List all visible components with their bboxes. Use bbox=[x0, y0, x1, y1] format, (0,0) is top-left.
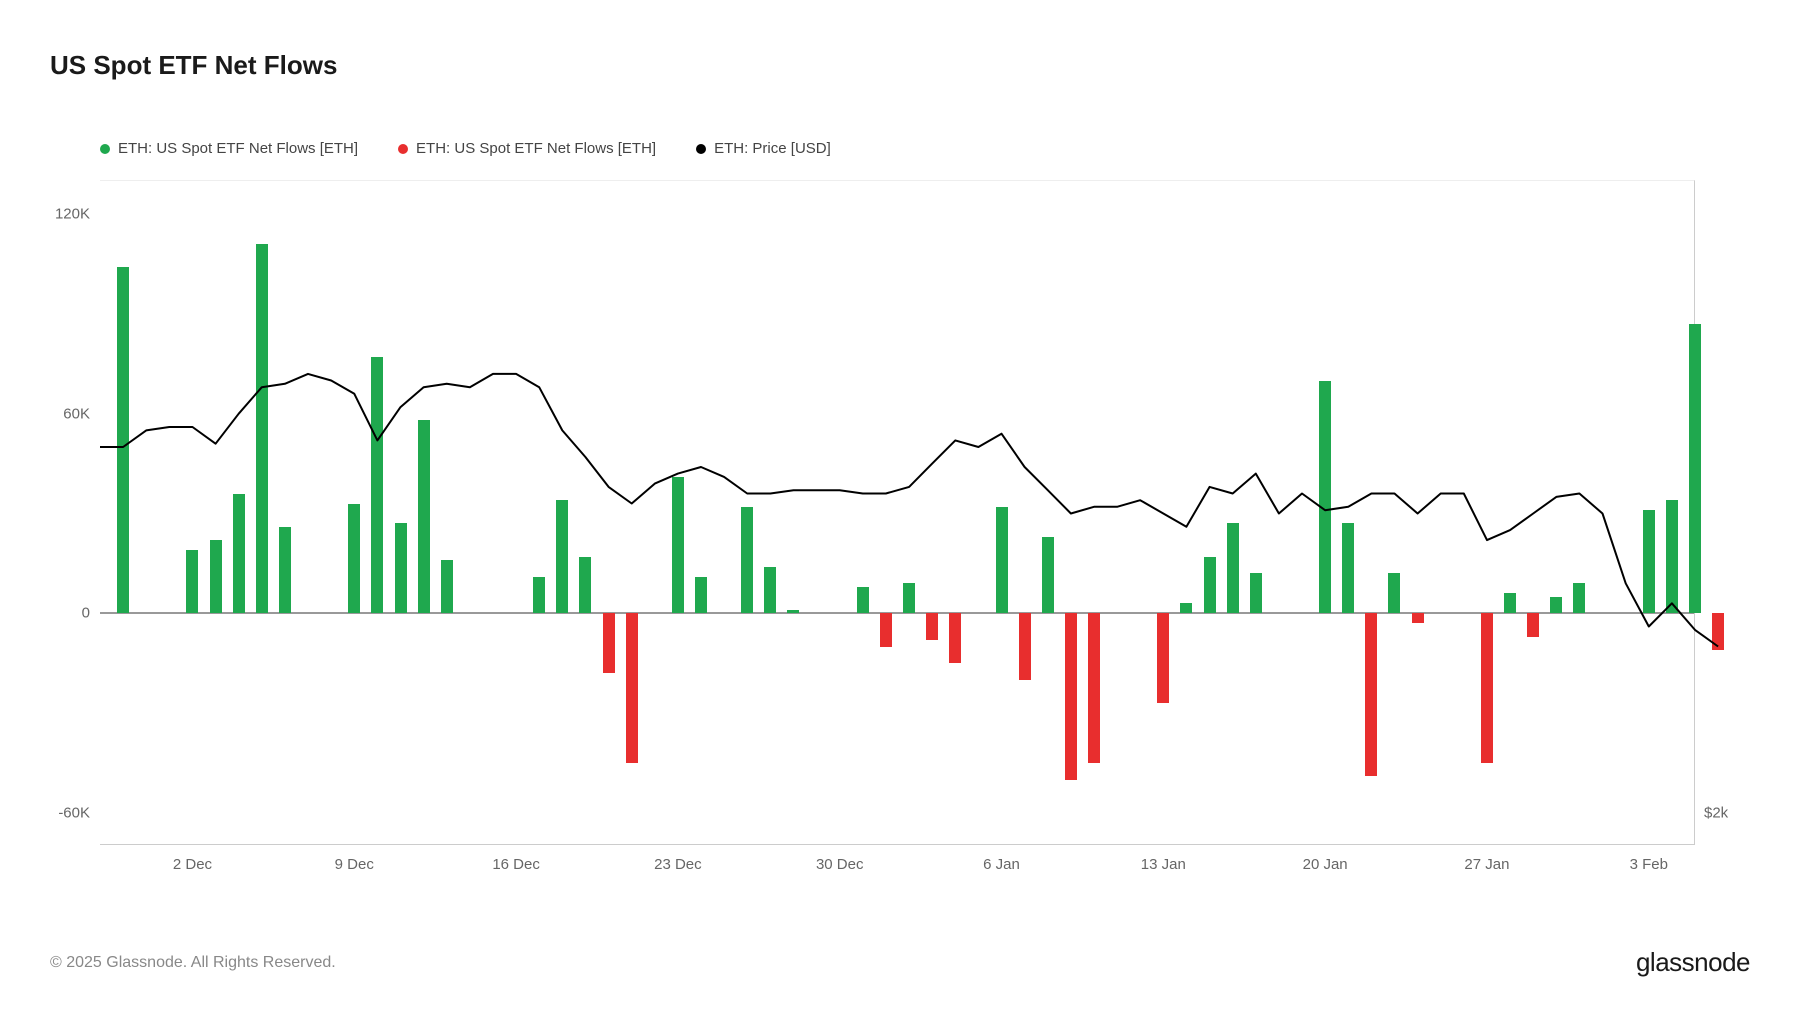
legend-dot-black bbox=[696, 144, 706, 154]
y-axis-tick-label: 60K bbox=[63, 405, 90, 422]
legend: ETH: US Spot ETF Net Flows [ETH] ETH: US… bbox=[100, 140, 831, 157]
legend-label: ETH: Price [USD] bbox=[714, 140, 831, 157]
y-axis-tick-label: 0 bbox=[82, 605, 90, 622]
x-axis-tick-label: 13 Jan bbox=[1141, 856, 1186, 873]
x-axis-tick-label: 6 Jan bbox=[983, 856, 1020, 873]
y2-axis-tick-label: $2k bbox=[1704, 804, 1728, 821]
x-axis-tick-label: 2 Dec bbox=[173, 856, 212, 873]
x-axis-tick-label: 27 Jan bbox=[1464, 856, 1509, 873]
y-axis-tick-label: 120K bbox=[55, 206, 90, 223]
x-axis-tick-label: 20 Jan bbox=[1303, 856, 1348, 873]
legend-item-price: ETH: Price [USD] bbox=[696, 140, 831, 157]
x-axis-tick-label: 16 Dec bbox=[492, 856, 540, 873]
price-line bbox=[100, 181, 1694, 844]
legend-label: ETH: US Spot ETF Net Flows [ETH] bbox=[118, 140, 358, 157]
chart-plot-area: 120K60K0-60K$2k2 Dec9 Dec16 Dec23 Dec30 … bbox=[100, 180, 1695, 845]
x-axis-tick-label: 23 Dec bbox=[654, 856, 702, 873]
legend-dot-green bbox=[100, 144, 110, 154]
brand-logo: glassnode bbox=[1636, 947, 1750, 978]
copyright-text: © 2025 Glassnode. All Rights Reserved. bbox=[50, 954, 336, 972]
footer: © 2025 Glassnode. All Rights Reserved. g… bbox=[50, 947, 1750, 978]
legend-item-negative: ETH: US Spot ETF Net Flows [ETH] bbox=[398, 140, 656, 157]
legend-item-positive: ETH: US Spot ETF Net Flows [ETH] bbox=[100, 140, 358, 157]
chart-title: US Spot ETF Net Flows bbox=[50, 50, 337, 81]
legend-dot-red bbox=[398, 144, 408, 154]
x-axis-tick-label: 3 Feb bbox=[1630, 856, 1668, 873]
x-axis-tick-label: 9 Dec bbox=[335, 856, 374, 873]
x-axis-tick-label: 30 Dec bbox=[816, 856, 864, 873]
y-axis-tick-label: -60K bbox=[58, 804, 90, 821]
legend-label: ETH: US Spot ETF Net Flows [ETH] bbox=[416, 140, 656, 157]
